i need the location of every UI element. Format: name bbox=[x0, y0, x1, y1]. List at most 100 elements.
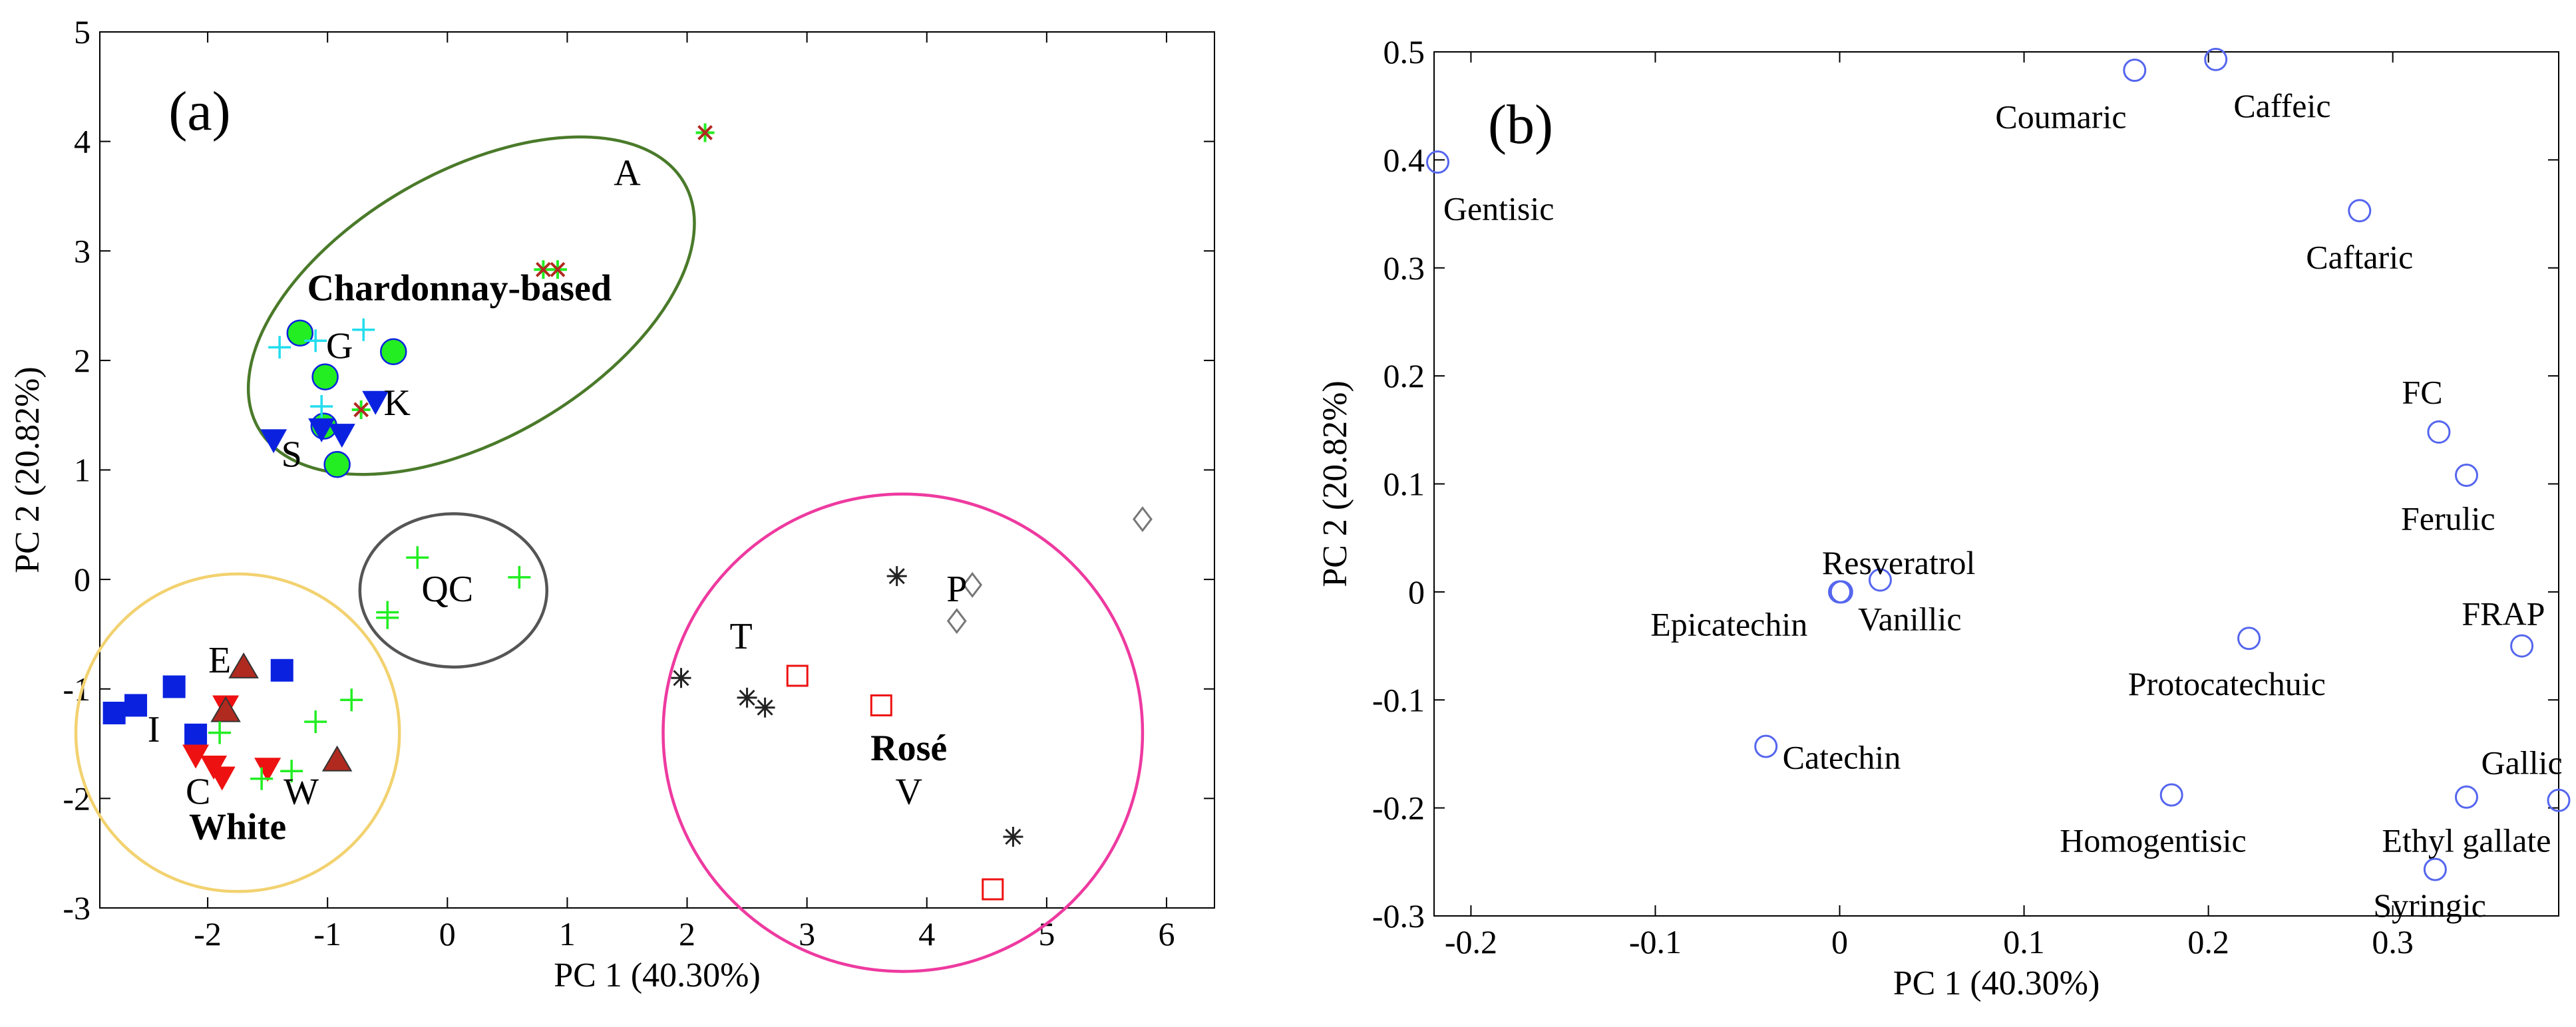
loading-point bbox=[2159, 783, 2183, 807]
loading-label: Catechin bbox=[1783, 738, 1901, 776]
loading-label: Vanillic bbox=[1858, 600, 1962, 637]
star-marker-cross bbox=[697, 125, 713, 140]
x-tick-label: 2 bbox=[679, 915, 695, 953]
qc-ellipse bbox=[358, 512, 549, 669]
circle-marker bbox=[380, 338, 407, 365]
loading-point bbox=[2547, 788, 2571, 812]
plus-marker bbox=[304, 710, 327, 734]
white-ellipse bbox=[74, 572, 401, 893]
square-marker bbox=[162, 675, 186, 698]
x-tick-label: -2 bbox=[194, 915, 222, 953]
asterisk-marker bbox=[1003, 826, 1023, 847]
diamond-marker bbox=[946, 608, 967, 635]
loading-label: Coumaric bbox=[1995, 98, 2126, 135]
up-triangle-marker bbox=[210, 696, 241, 722]
panel-label-b: (b) bbox=[1488, 94, 1553, 156]
down-triangle-marker bbox=[208, 766, 236, 791]
loading-point bbox=[2204, 47, 2228, 71]
down-triangle-marker bbox=[260, 429, 287, 454]
loading-label: Gallic bbox=[2482, 744, 2563, 781]
down-triangle-marker bbox=[182, 744, 210, 769]
loading-label: Epicatechin bbox=[1650, 606, 1807, 643]
group-label: V bbox=[895, 772, 922, 813]
loading-label: FC bbox=[2402, 373, 2442, 410]
asterisk-marker bbox=[755, 697, 775, 718]
y-tick-label: 0.4 bbox=[1383, 141, 1425, 178]
chard-plus-series bbox=[268, 318, 375, 418]
x-tick-label: 4 bbox=[918, 915, 935, 953]
plus-marker bbox=[406, 546, 429, 569]
white-down-triangles-series bbox=[182, 695, 281, 791]
rose-star-series bbox=[671, 566, 1023, 847]
y-tick-label: 0 bbox=[1408, 573, 1425, 611]
rose-square-series bbox=[786, 664, 1004, 901]
group-label: T bbox=[729, 616, 752, 657]
loading-point bbox=[2123, 59, 2147, 82]
loading-point bbox=[1828, 580, 1852, 604]
group-label: P bbox=[946, 569, 967, 610]
x-tick-label: 5 bbox=[1038, 915, 1055, 953]
x-tick-label: 0 bbox=[1831, 923, 1848, 960]
y-tick-label: -3 bbox=[63, 889, 91, 927]
loading-point bbox=[1426, 150, 1450, 174]
up-triangle-marker bbox=[321, 745, 353, 772]
circle-marker bbox=[311, 363, 339, 390]
open-square-marker bbox=[982, 878, 1004, 901]
loading-point bbox=[2348, 199, 2372, 223]
white-squares-series bbox=[102, 659, 293, 746]
open-square-marker bbox=[870, 694, 892, 716]
chard-down-triangles-series bbox=[260, 390, 389, 454]
down-triangle-marker bbox=[254, 758, 281, 782]
loading-label: Caftaric bbox=[2306, 239, 2413, 276]
diamond-marker bbox=[962, 571, 983, 598]
up-triangle-marker bbox=[228, 652, 259, 678]
chardonnay-ellipse bbox=[246, 135, 696, 476]
plus-marker bbox=[508, 565, 531, 589]
rose-diamond-series bbox=[946, 506, 1153, 635]
x-tick-label: 0 bbox=[439, 915, 456, 953]
loading-label: Ferulic bbox=[2401, 500, 2495, 537]
y-axis-label: PC 2 (20.82%) bbox=[1316, 380, 1354, 587]
down-triangle-marker bbox=[362, 390, 389, 415]
y-tick-label: 0.5 bbox=[1383, 33, 1425, 71]
plus-marker bbox=[250, 767, 274, 790]
loading-label: Caffeic bbox=[2233, 87, 2330, 124]
chard-star-series bbox=[351, 123, 715, 419]
y-tick-label: -0.2 bbox=[1372, 790, 1425, 827]
white-plus-series bbox=[208, 688, 363, 790]
group-label: W bbox=[283, 772, 319, 813]
loading-point bbox=[2427, 420, 2451, 444]
panel-label-a: (a) bbox=[168, 80, 230, 142]
x-axis-label: PC 1 (40.30%) bbox=[1893, 964, 2100, 1002]
group-label: White bbox=[189, 806, 286, 847]
group-label: Chardonnay-based bbox=[307, 267, 612, 309]
circle-marker bbox=[323, 451, 351, 478]
loading-point bbox=[2423, 857, 2447, 881]
x-tick-label: 3 bbox=[799, 915, 815, 953]
qc-plus-series bbox=[376, 546, 531, 629]
x-tick-label: -0.2 bbox=[1445, 923, 1497, 960]
x-tick-label: -0.1 bbox=[1629, 923, 1682, 960]
group-label: QC bbox=[421, 569, 473, 610]
group-label: S bbox=[281, 434, 302, 476]
y-tick-label: 3 bbox=[74, 232, 91, 269]
loading-point bbox=[1868, 568, 1892, 592]
plus-marker bbox=[310, 395, 333, 418]
x-tick-label: 0.3 bbox=[2372, 923, 2414, 960]
open-square-marker bbox=[786, 664, 809, 687]
y-tick-label: 0.3 bbox=[1383, 249, 1425, 287]
group-label: I bbox=[148, 709, 160, 750]
asterisk-marker bbox=[886, 566, 907, 587]
group-label: K bbox=[383, 382, 410, 424]
loading-label: Resveratrol bbox=[1822, 544, 1975, 581]
y-tick-label: 4 bbox=[74, 123, 91, 160]
group-label: Rosé bbox=[870, 728, 947, 769]
plus-marker bbox=[268, 336, 291, 359]
loading-label: Protocatechuic bbox=[2128, 665, 2326, 702]
panel-b-loading-plot: -0.2 -0.1 0 0.1 0.2 0.3 -0.3 -0.2 -0.1 0 0.1 0.2 0.3… bbox=[1316, 33, 2571, 1002]
x-tick-label: 6 bbox=[1158, 915, 1175, 953]
star-marker-cross bbox=[353, 402, 369, 418]
y-tick-label: -0.3 bbox=[1372, 897, 1425, 935]
loading-label: Ethyl gallate bbox=[2382, 821, 2551, 859]
loading-point bbox=[1754, 734, 1778, 758]
